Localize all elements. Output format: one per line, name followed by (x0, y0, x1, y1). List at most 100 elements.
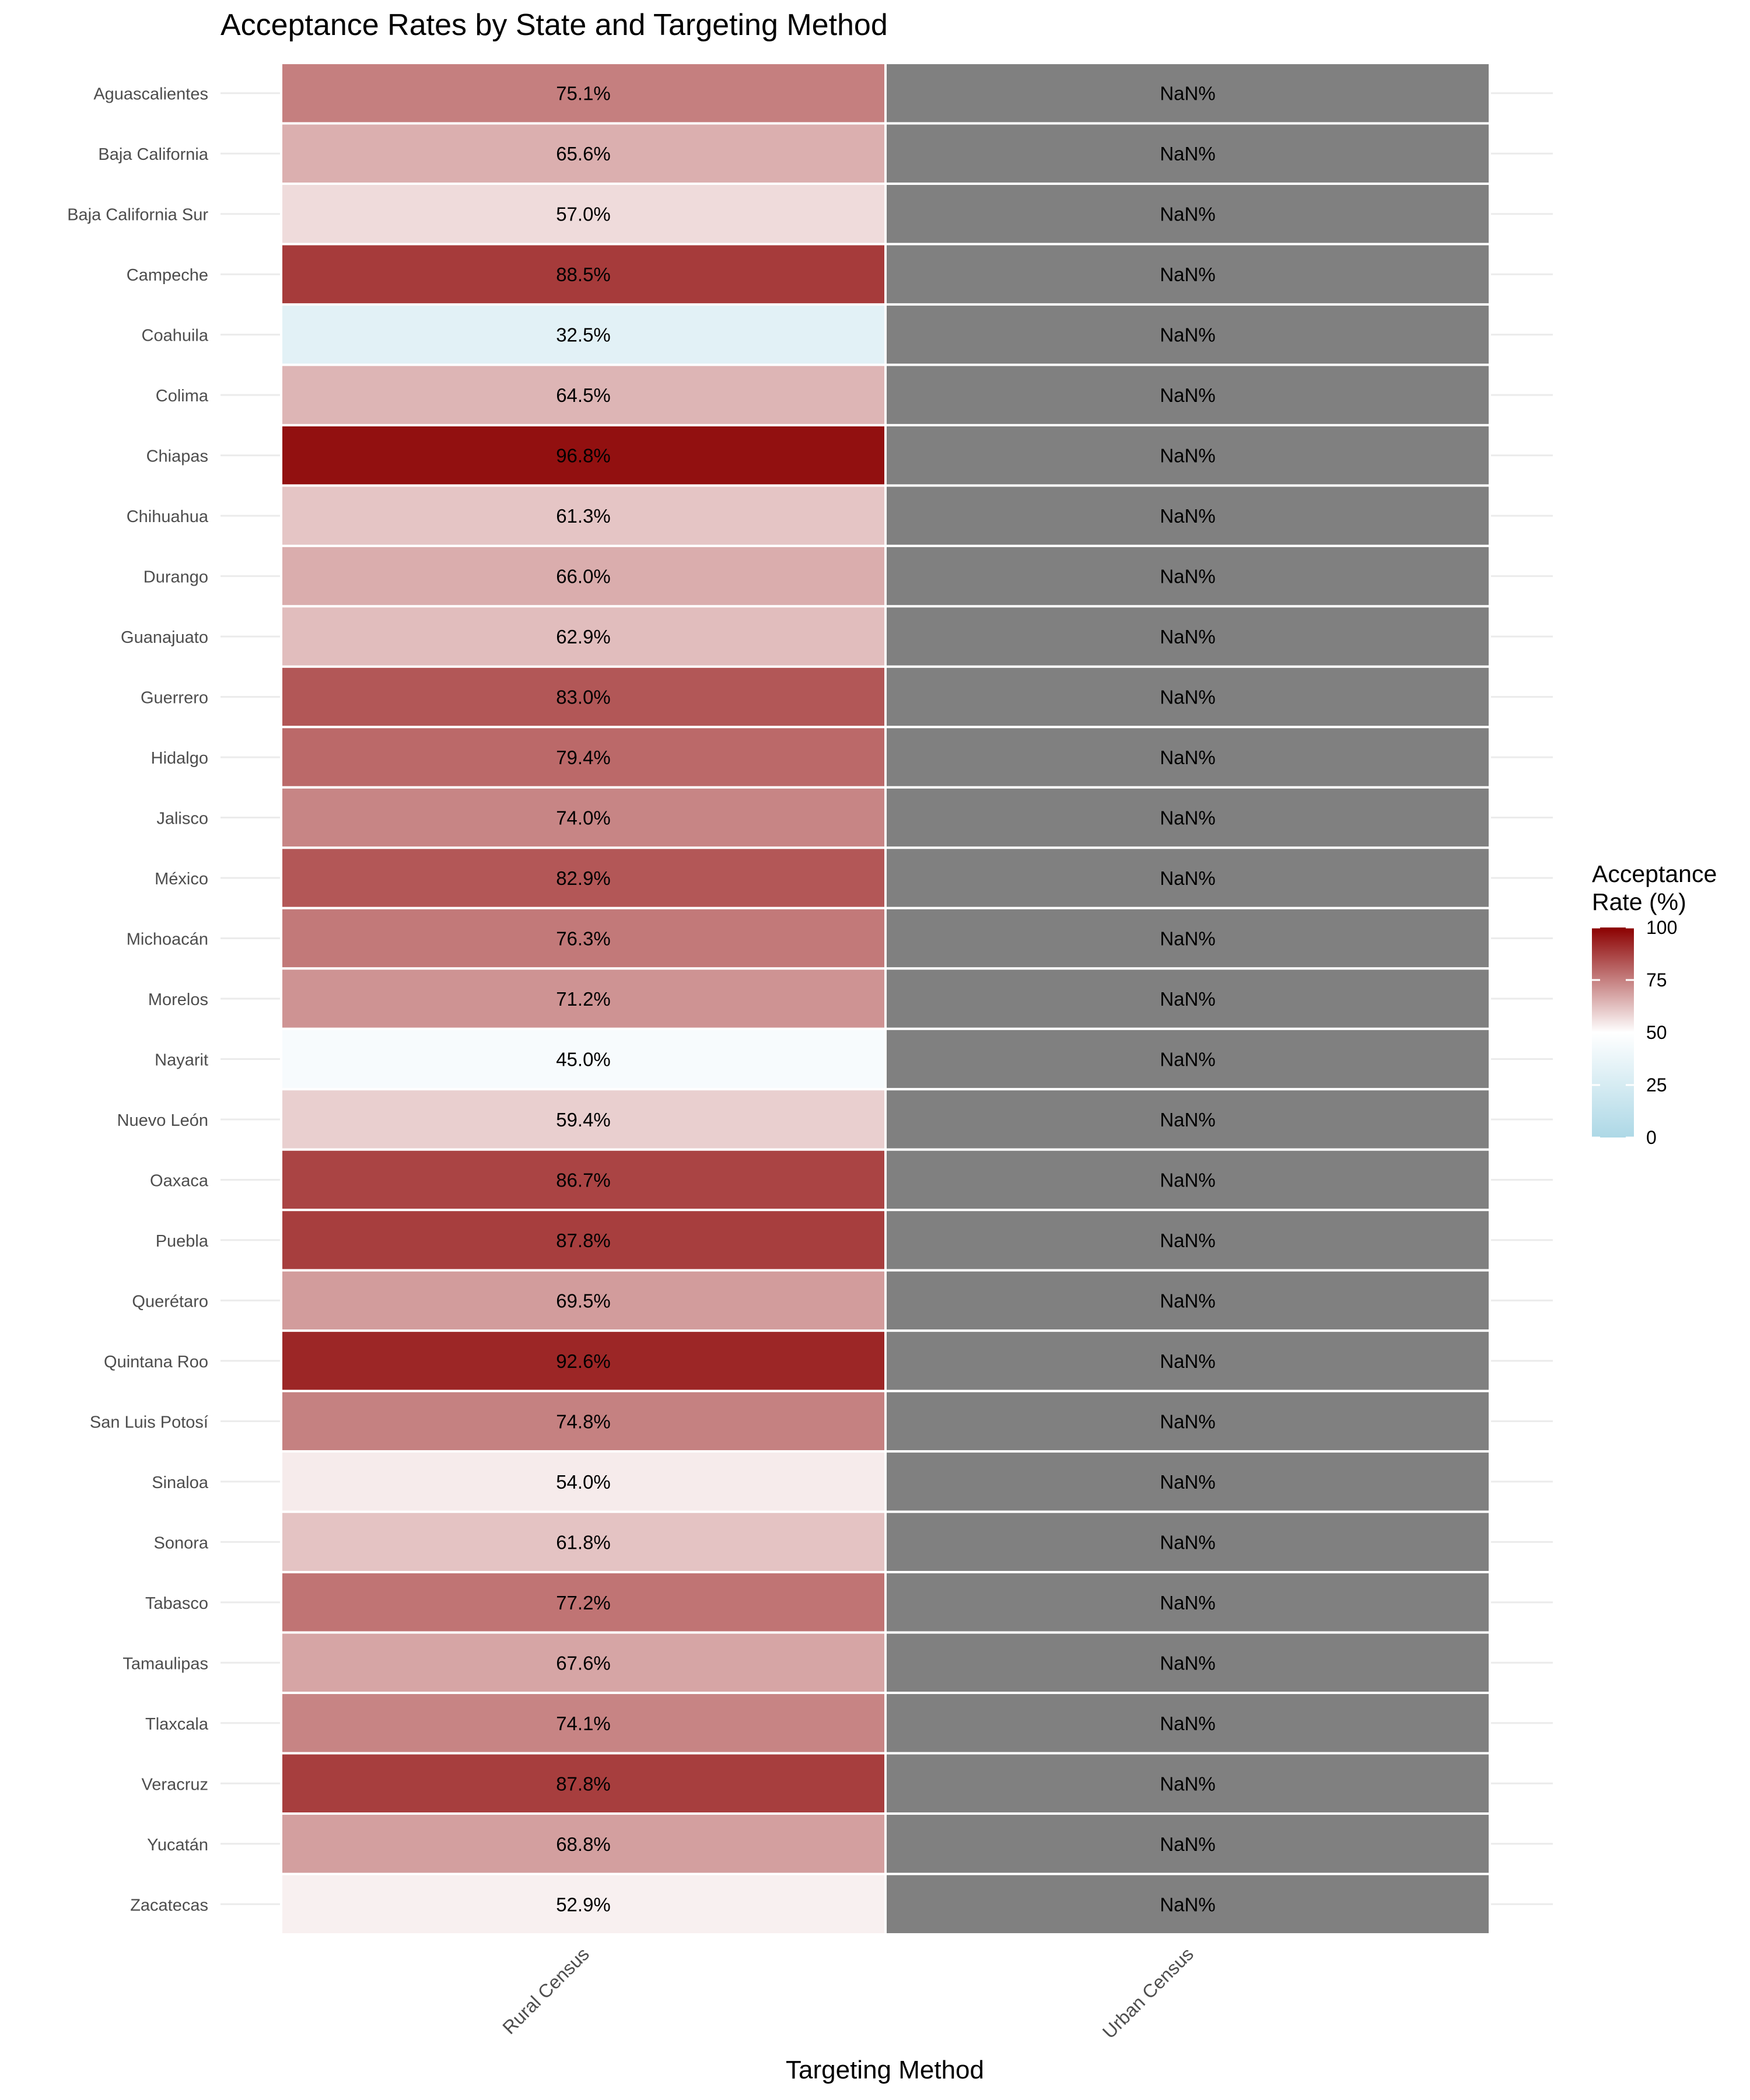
cell-colima-rural-census (280, 363, 887, 426)
cell-puebla-urban-census (884, 1209, 1491, 1272)
cell-label-sonora-urban-census: NaN% (1160, 1531, 1215, 1553)
cell-chihuahua-rural-census (280, 484, 887, 547)
cell-sonora-rural-census (280, 1510, 887, 1574)
y-tick-label-guanajuato: Guanajuato (121, 628, 208, 647)
cell-aguascalientes-urban-census (884, 62, 1491, 125)
cell-tamaulipas-rural-census (280, 1631, 887, 1695)
y-tick-label-nuevo-leon: Nuevo León (117, 1111, 208, 1130)
cell-label-tlaxcala-rural-census: 74.1% (556, 1713, 611, 1734)
cell-label-oaxaca-rural-census: 86.7% (556, 1169, 611, 1191)
cell-baja-california-sur-urban-census (884, 182, 1491, 246)
cell-label-michoacan-urban-census: NaN% (1160, 928, 1215, 950)
cell-label-sinaloa-rural-census: 54.0% (556, 1471, 611, 1493)
cell-campeche-rural-census (280, 243, 887, 306)
cell-label-hidalgo-rural-census: 79.4% (556, 747, 611, 768)
cell-sinaloa-rural-census (280, 1450, 887, 1513)
legend-title: Acceptance Rate (%) (1592, 860, 1717, 915)
cell-label-campeche-urban-census: NaN% (1160, 264, 1215, 285)
legend-tick-label-100: 100 (1646, 917, 1677, 938)
cell-puebla-rural-census (280, 1209, 887, 1272)
cell-label-aguascalientes-rural-census: 75.1% (556, 83, 611, 104)
cell-label-mexico-rural-census: 82.9% (556, 867, 611, 889)
y-tick-label-nayarit: Nayarit (155, 1051, 208, 1069)
cell-nayarit-rural-census (280, 1027, 887, 1091)
cell-label-chihuahua-urban-census: NaN% (1160, 505, 1215, 527)
cell-label-guerrero-urban-census: NaN% (1160, 687, 1215, 708)
cell-campeche-urban-census (884, 243, 1491, 306)
cell-label-guerrero-rural-census: 83.0% (556, 687, 611, 708)
cell-label-nuevo-leon-urban-census: NaN% (1160, 1109, 1215, 1130)
cell-mexico-urban-census (884, 846, 1491, 909)
y-tick-label-queretaro: Querétaro (132, 1292, 208, 1311)
legend-tick-label-0: 0 (1646, 1127, 1657, 1148)
cell-label-jalisco-rural-census: 74.0% (556, 807, 611, 829)
cell-label-nayarit-rural-census: 45.0% (556, 1048, 611, 1070)
cell-label-puebla-rural-census: 87.8% (556, 1230, 611, 1251)
cell-label-tamaulipas-urban-census: NaN% (1160, 1652, 1215, 1674)
chart-title: Acceptance Rates by State and Targeting … (220, 8, 888, 42)
y-tick-label-guerrero: Guerrero (141, 689, 208, 708)
cell-label-durango-urban-census: NaN% (1160, 566, 1215, 587)
cell-nuevo-leon-rural-census (280, 1088, 887, 1151)
cell-label-baja-california-rural-census: 65.6% (556, 143, 611, 164)
cell-label-zacatecas-rural-census: 52.9% (556, 1894, 611, 1915)
legend-tick-label-25: 25 (1646, 1074, 1667, 1096)
cell-label-quintana-roo-urban-census: NaN% (1160, 1350, 1215, 1372)
y-tick-label-baja-california-sur: Baja California Sur (67, 206, 208, 225)
cell-label-queretaro-rural-census: 69.5% (556, 1290, 611, 1311)
cell-label-hidalgo-urban-census: NaN% (1160, 747, 1215, 768)
cell-san-luis-potosi-urban-census (884, 1390, 1491, 1453)
y-tick-label-durango: Durango (144, 568, 208, 587)
legend-title-line: Rate (%) (1592, 888, 1686, 915)
cell-label-guanajuato-urban-census: NaN% (1160, 626, 1215, 648)
legend-title-line: Acceptance (1592, 860, 1717, 887)
y-tick-label-tamaulipas: Tamaulipas (123, 1654, 208, 1673)
cell-baja-california-urban-census (884, 122, 1491, 185)
cell-label-colima-rural-census: 64.5% (556, 384, 611, 406)
cell-label-veracruz-rural-census: 87.8% (556, 1773, 611, 1794)
cell-label-oaxaca-urban-census: NaN% (1160, 1169, 1215, 1191)
y-tick-label-puebla: Puebla (156, 1232, 209, 1251)
cell-tlaxcala-rural-census (280, 1692, 887, 1755)
cell-label-nuevo-leon-rural-census: 59.4% (556, 1109, 611, 1130)
cell-sonora-urban-census (884, 1510, 1491, 1574)
cell-labels: 75.1% NaN% 65.6% NaN% 57.0% NaN% 88.5% NaN% 32.5… (556, 83, 1215, 1916)
cell-label-sinaloa-urban-census: NaN% (1160, 1471, 1215, 1493)
cell-colima-urban-census (884, 363, 1491, 426)
cell-yucatan-rural-census (280, 1812, 887, 1875)
cell-label-chiapas-rural-census: 96.8% (556, 445, 611, 467)
cell-label-chiapas-urban-census: NaN% (1160, 445, 1215, 467)
cell-label-yucatan-rural-census: 68.8% (556, 1833, 611, 1855)
cell-label-baja-california-sur-rural-census: 57.0% (556, 204, 611, 225)
y-tick-label-hidalgo: Hidalgo (151, 749, 208, 768)
cell-chiapas-rural-census (280, 424, 887, 487)
y-tick-label-aguascalientes: Aguascalientes (93, 85, 208, 104)
legend: Acceptance Rate (%) 100 75 50 25 0 (1592, 860, 1717, 1148)
cell-zacatecas-rural-census (280, 1873, 887, 1936)
y-tick-label-sonora: Sonora (153, 1534, 208, 1552)
cell-quintana-roo-rural-census (280, 1329, 887, 1392)
x-axis-title: Targeting Method (786, 2056, 984, 2084)
cell-label-jalisco-urban-census: NaN% (1160, 807, 1215, 829)
cell-baja-california-sur-rural-census (280, 182, 887, 246)
cell-label-guanajuato-rural-census: 62.9% (556, 626, 611, 648)
cell-hidalgo-urban-census (884, 726, 1491, 789)
cell-morelos-rural-census (280, 967, 887, 1030)
cell-label-coahuila-urban-census: NaN% (1160, 324, 1215, 346)
y-tick-label-veracruz: Veracruz (142, 1775, 208, 1794)
cell-queretaro-rural-census (280, 1269, 887, 1332)
cell-label-puebla-urban-census: NaN% (1160, 1230, 1215, 1251)
x-tick-label-urban-census: Urban Census (1098, 1943, 1198, 2042)
x-tick-label-rural-census: Rural Census (498, 1943, 593, 2038)
cell-label-veracruz-urban-census: NaN% (1160, 1773, 1215, 1794)
cell-veracruz-urban-census (884, 1752, 1491, 1815)
cell-morelos-urban-census (884, 967, 1491, 1030)
cell-label-morelos-urban-census: NaN% (1160, 988, 1215, 1010)
cell-coahuila-urban-census (884, 303, 1491, 366)
cell-label-san-luis-potosi-rural-census: 74.8% (556, 1410, 611, 1432)
y-tick-label-mexico: México (155, 870, 208, 888)
cell-label-aguascalientes-urban-census: NaN% (1160, 83, 1215, 104)
cell-mexico-rural-census (280, 846, 887, 909)
legend-ticks: 100 75 50 25 0 (1592, 917, 1677, 1148)
